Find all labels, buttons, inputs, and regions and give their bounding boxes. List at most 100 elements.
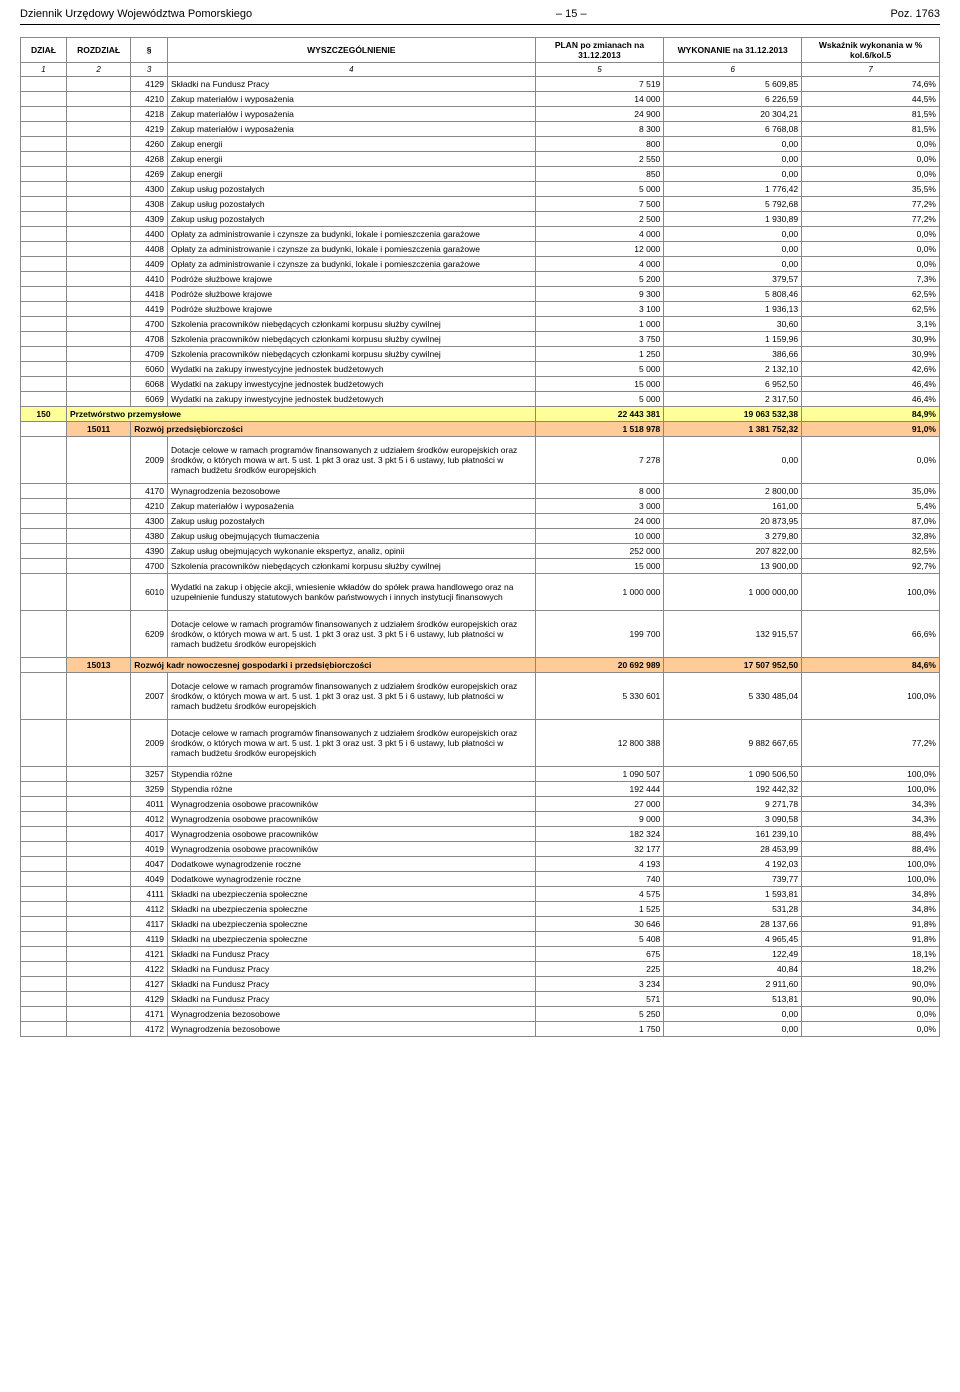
cell-wyk: 513,81 xyxy=(664,992,802,1007)
cell-pct: 0,0% xyxy=(802,227,940,242)
cell-plan: 199 700 xyxy=(535,611,664,658)
cell-wyk: 0,00 xyxy=(664,227,802,242)
cell-paragraf: 4121 xyxy=(131,947,168,962)
cell-rozdzial xyxy=(66,673,130,720)
table-row: 4012Wynagrodzenia osobowe pracowników9 0… xyxy=(21,812,940,827)
cell-wyk: 28 137,66 xyxy=(664,917,802,932)
cell-paragraf: 4111 xyxy=(131,887,168,902)
cell-paragraf: 4172 xyxy=(131,1022,168,1037)
cell-wyk: 6 226,59 xyxy=(664,92,802,107)
cell-paragraf: 4117 xyxy=(131,917,168,932)
cell-desc: Rozwój kadr nowoczesnej gospodarki i prz… xyxy=(131,658,535,673)
cell-paragraf: 4011 xyxy=(131,797,168,812)
cell-rozdzial xyxy=(66,167,130,182)
cell-wyk: 20 304,21 xyxy=(664,107,802,122)
cell-plan: 800 xyxy=(535,137,664,152)
cell-pct: 18,2% xyxy=(802,962,940,977)
cell-rozdzial xyxy=(66,947,130,962)
cell-dzial xyxy=(21,227,67,242)
table-row: 4017Wynagrodzenia osobowe pracowników182… xyxy=(21,827,940,842)
cell-dzial xyxy=(21,182,67,197)
cell-dzial xyxy=(21,362,67,377)
cell-wyk: 0,00 xyxy=(664,137,802,152)
cell-rozdzial: 15011 xyxy=(66,422,130,437)
cell-wyk: 192 442,32 xyxy=(664,782,802,797)
cell-wyk: 9 271,78 xyxy=(664,797,802,812)
cell-plan: 4 193 xyxy=(535,857,664,872)
cell-rozdzial xyxy=(66,574,130,611)
table-row: 4300Zakup usług pozostałych5 0001 776,42… xyxy=(21,182,940,197)
cell-rozdzial xyxy=(66,484,130,499)
cell-desc: Dodatkowe wynagrodzenie roczne xyxy=(168,872,536,887)
cell-rozdzial xyxy=(66,137,130,152)
cell-plan: 1 250 xyxy=(535,347,664,362)
cell-pct: 100,0% xyxy=(802,673,940,720)
cell-paragraf: 4309 xyxy=(131,212,168,227)
cell-dzial xyxy=(21,137,67,152)
cell-desc: Szkolenia pracowników niebędących członk… xyxy=(168,347,536,362)
cell-dzial xyxy=(21,797,67,812)
cell-pct: 44,5% xyxy=(802,92,940,107)
budget-table: DZIAŁ ROZDZIAŁ § WYSZCZEGÓLNIENIE PLAN p… xyxy=(20,37,940,1037)
cell-wyk: 2 911,60 xyxy=(664,977,802,992)
col-dzial: DZIAŁ xyxy=(21,38,67,63)
table-row: 4019Wynagrodzenia osobowe pracowników32 … xyxy=(21,842,940,857)
table-row: 4410Podróże służbowe krajowe5 200379,577… xyxy=(21,272,940,287)
cell-pct: 88,4% xyxy=(802,827,940,842)
table-row: 4129Składki na Fundusz Pracy571513,8190,… xyxy=(21,992,940,1007)
table-row: 4117Składki na ubezpieczenia społeczne30… xyxy=(21,917,940,932)
cell-dzial: 150 xyxy=(21,407,67,422)
cell-plan: 20 692 989 xyxy=(535,658,664,673)
cell-plan: 24 900 xyxy=(535,107,664,122)
cell-pct: 0,0% xyxy=(802,242,940,257)
cell-wyk: 19 063 532,38 xyxy=(664,407,802,422)
cell-desc: Zakup materiałów i wyposażenia xyxy=(168,499,536,514)
table-row: 150Przetwórstwo przemysłowe22 443 38119 … xyxy=(21,407,940,422)
cell-dzial xyxy=(21,574,67,611)
cell-desc: Składki na ubezpieczenia społeczne xyxy=(168,917,536,932)
cell-desc: Zakup usług pozostałych xyxy=(168,197,536,212)
cell-pct: 0,0% xyxy=(802,167,940,182)
cell-rozdzial xyxy=(66,872,130,887)
cell-dzial xyxy=(21,302,67,317)
table-row: 4309Zakup usług pozostałych2 5001 930,89… xyxy=(21,212,940,227)
cell-desc: Zakup usług obejmujących tłumaczenia xyxy=(168,529,536,544)
cell-paragraf: 4219 xyxy=(131,122,168,137)
cell-pct: 35,0% xyxy=(802,484,940,499)
cell-paragraf: 4708 xyxy=(131,332,168,347)
cell-plan: 2 550 xyxy=(535,152,664,167)
cell-wyk: 9 882 667,65 xyxy=(664,720,802,767)
cell-pct: 34,3% xyxy=(802,812,940,827)
cell-pct: 0,0% xyxy=(802,1007,940,1022)
cell-paragraf: 4400 xyxy=(131,227,168,242)
cell-pct: 18,1% xyxy=(802,947,940,962)
cell-paragraf: 4012 xyxy=(131,812,168,827)
table-row: 6069Wydatki na zakupy inwestycyjne jedno… xyxy=(21,392,940,407)
table-row: 4127Składki na Fundusz Pracy3 2342 911,6… xyxy=(21,977,940,992)
cell-plan: 192 444 xyxy=(535,782,664,797)
cell-plan: 30 646 xyxy=(535,917,664,932)
cell-dzial xyxy=(21,242,67,257)
cell-dzial xyxy=(21,122,67,137)
cell-plan: 12 000 xyxy=(535,242,664,257)
cell-rozdzial xyxy=(66,559,130,574)
table-row: 4408Opłaty za administrowanie i czynsze … xyxy=(21,242,940,257)
table-row: 4260Zakup energii8000,000,0% xyxy=(21,137,940,152)
cell-wyk: 2 132,10 xyxy=(664,362,802,377)
table-row: 4119Składki na ubezpieczenia społeczne5 … xyxy=(21,932,940,947)
cell-plan: 1 518 978 xyxy=(535,422,664,437)
cell-rozdzial xyxy=(66,347,130,362)
table-row: 4121Składki na Fundusz Pracy675122,4918,… xyxy=(21,947,940,962)
table-row: 4390Zakup usług obejmujących wykonanie e… xyxy=(21,544,940,559)
cell-dzial xyxy=(21,287,67,302)
cell-pct: 92,7% xyxy=(802,559,940,574)
cell-desc: Wynagrodzenia osobowe pracowników xyxy=(168,812,536,827)
cell-pct: 34,8% xyxy=(802,887,940,902)
cell-rozdzial xyxy=(66,887,130,902)
cell-paragraf: 4049 xyxy=(131,872,168,887)
cell-pct: 42,6% xyxy=(802,362,940,377)
table-row: 4709Szkolenia pracowników niebędących cz… xyxy=(21,347,940,362)
table-row: 6010Wydatki na zakup i objęcie akcji, wn… xyxy=(21,574,940,611)
cell-desc: Składki na ubezpieczenia społeczne xyxy=(168,902,536,917)
table-row: 4300Zakup usług pozostałych24 00020 873,… xyxy=(21,514,940,529)
